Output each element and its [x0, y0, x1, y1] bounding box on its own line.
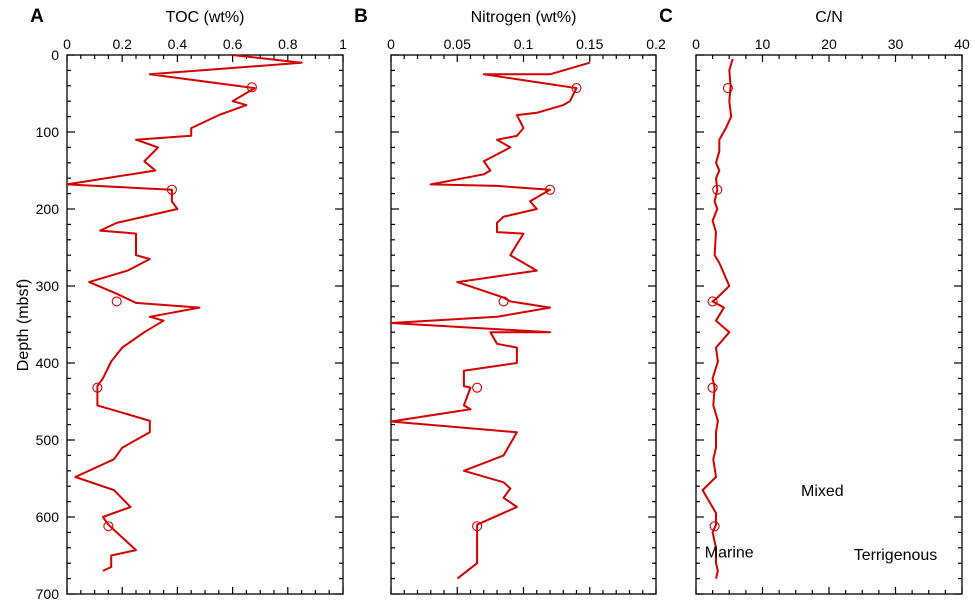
annotation-marine: Marine	[705, 545, 754, 562]
x-tick-label: 40	[954, 36, 970, 52]
panel-label: A	[30, 6, 44, 27]
y-tick-label: 0	[51, 47, 59, 63]
panel-label: B	[354, 6, 368, 27]
panel-a	[66, 54, 344, 595]
data-point-marker	[707, 296, 718, 307]
x-tick-label: 0.2	[646, 36, 666, 52]
x-tick-label: 1	[339, 36, 347, 52]
data-point-marker	[571, 83, 582, 94]
series-line	[390, 61, 591, 580]
annotation-mixed: Mixed	[801, 483, 844, 500]
x-tick-label: 20	[821, 36, 837, 52]
data-point-marker	[498, 296, 509, 307]
y-tick-label: 700	[36, 586, 60, 602]
data-point-marker	[111, 296, 122, 307]
x-tick-label: 0.15	[576, 36, 603, 52]
data-point-marker	[722, 83, 733, 94]
panel-b	[390, 54, 657, 595]
x-tick-label: 0.1	[514, 36, 534, 52]
y-tick-label: 400	[36, 355, 60, 371]
x-tick-label: 0.2	[112, 36, 132, 52]
x-tick-label: 0.8	[278, 36, 298, 52]
series-line	[66, 54, 303, 572]
x-tick-label: 0.4	[168, 36, 188, 52]
data-point-marker	[472, 521, 483, 532]
x-axis-title: TOC (wt%)	[166, 9, 245, 26]
x-tick-label: 0	[692, 36, 700, 52]
y-tick-label: 600	[36, 509, 60, 525]
x-tick-label: 0	[387, 36, 395, 52]
data-point-marker	[166, 184, 177, 195]
y-axis-title: Depth (mbsf)	[15, 279, 32, 371]
x-tick-label: 0.6	[223, 36, 243, 52]
x-axis-title: C/N	[815, 9, 843, 26]
y-tick-label: 100	[36, 124, 60, 140]
annotation-terrigenous: Terrigenous	[854, 547, 938, 564]
data-point-marker	[712, 184, 723, 195]
panel-c	[695, 54, 963, 595]
data-point-marker	[707, 382, 718, 393]
x-tick-label: 0.05	[444, 36, 471, 52]
y-tick-label: 300	[36, 278, 60, 294]
data-point-marker	[544, 184, 556, 195]
data-point-marker	[472, 382, 483, 393]
data-point-marker	[103, 521, 114, 532]
x-tick-label: 30	[888, 36, 904, 52]
plot-frame	[66, 54, 344, 595]
data-point-marker	[246, 82, 257, 93]
x-axis-title: Nitrogen (wt%)	[471, 9, 577, 26]
series-line	[701, 58, 734, 579]
panel-label: C	[659, 6, 673, 27]
data-point-marker	[709, 521, 720, 532]
data-point-marker	[92, 382, 103, 393]
y-tick-label: 500	[36, 432, 60, 448]
plot-frame	[695, 54, 963, 595]
x-tick-label: 0	[63, 36, 71, 52]
x-tick-label: 10	[755, 36, 771, 52]
y-tick-label: 200	[36, 201, 60, 217]
